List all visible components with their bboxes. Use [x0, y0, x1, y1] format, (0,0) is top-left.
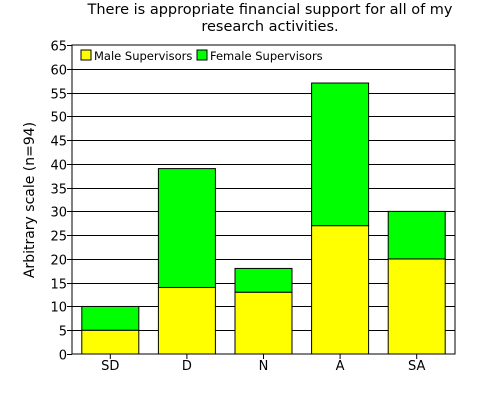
y-tick-label: 35: [50, 183, 67, 198]
chart-title: There is appropriate financial support f…: [60, 2, 480, 36]
legend-label-male: Male Supervisors: [94, 49, 192, 63]
bar-n-female: [234, 267, 293, 293]
y-tick-label: 30: [50, 206, 67, 221]
y-tick-label: 40: [50, 159, 67, 174]
x-tick-label: N: [259, 359, 269, 374]
bar-sa-male: [387, 258, 446, 355]
x-tick-label: D: [182, 359, 192, 374]
bar-d-male: [157, 286, 216, 355]
x-tick-label: A: [336, 359, 345, 374]
bar-n-male: [234, 291, 293, 355]
x-tick-label: SD: [101, 359, 119, 374]
y-tick-label: 10: [50, 301, 67, 316]
y-tick-label: 65: [50, 40, 67, 55]
bar-sd-female: [81, 305, 140, 331]
bar-a-female: [311, 82, 370, 227]
bar-d-female: [157, 168, 216, 288]
y-tick-label: 0: [59, 349, 67, 364]
y-tick-label: 15: [50, 278, 67, 293]
bar-a-male: [311, 225, 370, 355]
legend-label-female: Female Supervisors: [210, 49, 323, 63]
legend: Male Supervisors Female Supervisors: [80, 49, 323, 63]
bars: [81, 82, 446, 355]
legend-swatch-female: [196, 49, 208, 61]
y-tick-label: 55: [50, 88, 67, 103]
y-tick-label: 5: [59, 325, 67, 340]
y-tick-label: 45: [50, 135, 67, 150]
bar-sd-male: [81, 329, 140, 355]
y-tick-label: 60: [50, 64, 67, 79]
y-tick-label: 25: [50, 230, 67, 245]
axes: 0 5 10 15 20 25 30 35 40 45 50 55 60 65 SD D N A SA: [50, 40, 425, 375]
y-axis-label: Arbitrary scale (n=94): [22, 122, 38, 278]
y-tick-label: 20: [50, 254, 67, 269]
chart-title-line-2: research activities.: [201, 19, 339, 35]
bar-sa-female: [387, 210, 446, 260]
chart-title-line-1: There is appropriate financial support f…: [87, 2, 453, 18]
legend-swatch-male: [80, 49, 92, 61]
x-tick-label: SA: [408, 359, 425, 374]
y-tick-label: 50: [50, 111, 67, 126]
